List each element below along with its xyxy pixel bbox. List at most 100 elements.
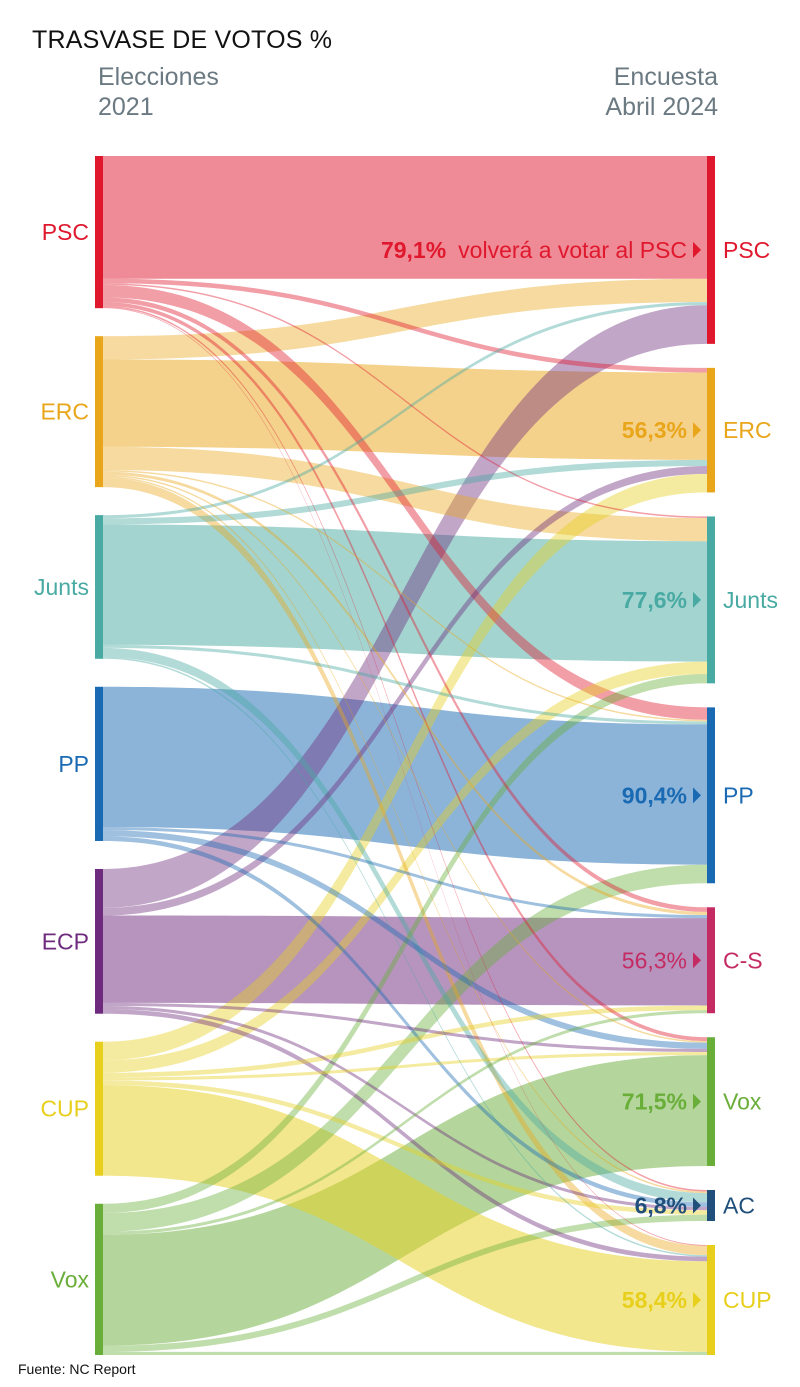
- left-node-bar-vox: [95, 1203, 103, 1355]
- flow-ecp-to-psc: [103, 305, 707, 908]
- flow-erc-to-ac: [103, 476, 707, 1194]
- right-node-bar-c-s: [707, 907, 715, 1014]
- right-node-bar-cup: [707, 1245, 715, 1355]
- chart-title: TRASVASE DE VOTOS %: [32, 26, 333, 54]
- flow-junts-to-cup: [103, 657, 707, 1257]
- left-node-bar-ecp: [95, 868, 103, 1014]
- flow-vox-to-c-s: [103, 1010, 707, 1235]
- left-node-label-cup: CUP: [40, 1096, 89, 1122]
- right-node-bar-ac: [707, 1189, 715, 1222]
- right-node-bar-junts: [707, 516, 715, 684]
- flow-cup-to-ac: [103, 1080, 707, 1215]
- left-axis-label: Elecciones 2021: [98, 62, 219, 122]
- flow-cup-to-erc: [103, 473, 707, 1061]
- right-node-label-cup: CUP: [723, 1287, 772, 1313]
- flow-erc-to-psc: [103, 278, 707, 360]
- left-node-label-erc: ERC: [40, 399, 89, 425]
- flow-pp-to-vox: [103, 830, 707, 1049]
- retention-value-erc: 56,3%: [622, 417, 687, 443]
- flow-pp-to-ac: [103, 836, 707, 1208]
- right-node-label-c-s: C-S: [723, 947, 763, 973]
- left-node-bar-psc: [95, 156, 103, 309]
- retention-value-vox: 71,5%: [622, 1089, 687, 1115]
- left-node-bar-erc: [95, 336, 103, 488]
- left-node-bar-cup: [95, 1041, 103, 1176]
- retention-value-c-s: 56,3%: [622, 947, 687, 973]
- right-node-bar-vox: [707, 1037, 715, 1166]
- flow-psc-to-ac: [103, 305, 707, 1192]
- flow-pp-to-c-s: [103, 827, 707, 919]
- flow-ecp-to-erc: [103, 466, 707, 916]
- left-axis-label-line2: 2021: [98, 93, 154, 121]
- left-node-label-vox: Vox: [51, 1266, 90, 1292]
- retention-value-ac: 6,8%: [635, 1192, 687, 1218]
- flow-erc-to-pp: [103, 470, 707, 722]
- flow-vox-to-pp: [103, 864, 707, 1232]
- retention-value-psc: 79,1%: [381, 237, 446, 263]
- retention-arrow-vox-icon: [693, 1093, 701, 1110]
- flow-psc-to-vox: [103, 301, 707, 1042]
- flow-pp-to-pp: [103, 686, 707, 865]
- retention-arrow-erc-icon: [693, 422, 701, 439]
- left-axis-label-line1: Elecciones: [98, 63, 219, 91]
- left-node-label-ecp: ECP: [42, 928, 89, 954]
- flow-junts-to-ac: [103, 647, 707, 1203]
- right-axis-label-line2: Abril 2024: [605, 93, 718, 121]
- retention-arrow-c-s-icon: [693, 952, 701, 969]
- flow-junts-to-erc: [103, 459, 707, 525]
- right-node-label-psc: PSC: [723, 237, 770, 263]
- retention-arrow-ac-icon: [693, 1197, 701, 1214]
- flow-psc-to-cup: [103, 307, 707, 1246]
- retention-value-cup: 58,4%: [622, 1287, 687, 1313]
- right-axis-label-line1: Encuesta: [613, 63, 718, 91]
- flow-junts-to-psc: [103, 301, 707, 519]
- flow-ecp-to-ac: [103, 1005, 707, 1211]
- right-axis-label: Encuesta Abril 2024: [605, 62, 718, 122]
- retention-value-junts: 77,6%: [622, 587, 687, 613]
- flow-ecp-to-cup: [103, 1009, 707, 1262]
- flow-vox-to-junts: [103, 674, 707, 1214]
- flow-psc-to-psc: [103, 156, 707, 279]
- flow-psc-to-c-s: [103, 297, 707, 912]
- label-layer: PSC ERC Junts PP ECP CUP Vox PSC volverá a votar…: [34, 219, 778, 1313]
- flow-psc-to-pp: [103, 284, 707, 720]
- flow-junts-to-pp: [103, 644, 707, 725]
- flow-cup-to-junts: [103, 661, 707, 1073]
- flow-psc-to-junts: [103, 283, 707, 518]
- right-node-label-erc: ERC: [723, 417, 772, 443]
- retention-arrow-cup-icon: [693, 1292, 701, 1309]
- left-node-bar-junts: [95, 515, 103, 659]
- left-node-bar-pp: [95, 686, 103, 841]
- right-node-label-ac: AC: [723, 1192, 755, 1218]
- node-layer: [95, 156, 715, 1355]
- flow-erc-to-erc: [103, 359, 707, 460]
- right-node-bar-psc: [707, 156, 715, 344]
- retention-note-psc: volverá a votar al PSC: [458, 237, 687, 263]
- flow-ecp-to-vox: [103, 1002, 707, 1052]
- retention-value-pp: 90,4%: [622, 782, 687, 808]
- flow-cup-to-cup: [103, 1085, 707, 1352]
- flow-junts-to-junts: [103, 524, 707, 662]
- retention-arrow-junts-icon: [693, 591, 701, 608]
- flow-vox-to-ac: [103, 1214, 707, 1352]
- flow-psc-to-erc: [103, 278, 707, 373]
- retention-arrow-pp-icon: [693, 787, 701, 804]
- flow-ecp-to-c-s: [103, 915, 707, 1006]
- flow-cup-to-c-s: [103, 1005, 707, 1078]
- flow-erc-to-cup: [103, 477, 707, 1256]
- left-node-label-pp: PP: [58, 751, 89, 777]
- flow-erc-to-c-s: [103, 471, 707, 916]
- flow-cup-to-vox: [103, 1051, 707, 1081]
- source-note: Fuente: NC Report: [18, 1361, 136, 1377]
- flow-erc-to-vox: [103, 474, 707, 1043]
- flow-vox-to-cup: [103, 1351, 707, 1355]
- right-node-label-junts: Junts: [723, 587, 778, 613]
- right-node-bar-pp: [707, 707, 715, 884]
- retention-arrow-psc-icon: [693, 241, 701, 258]
- flow-layer: [103, 156, 707, 1355]
- right-node-label-pp: PP: [723, 782, 754, 808]
- right-node-label-vox: Vox: [723, 1089, 762, 1115]
- left-node-label-junts: Junts: [34, 574, 89, 600]
- right-node-bar-erc: [707, 367, 715, 493]
